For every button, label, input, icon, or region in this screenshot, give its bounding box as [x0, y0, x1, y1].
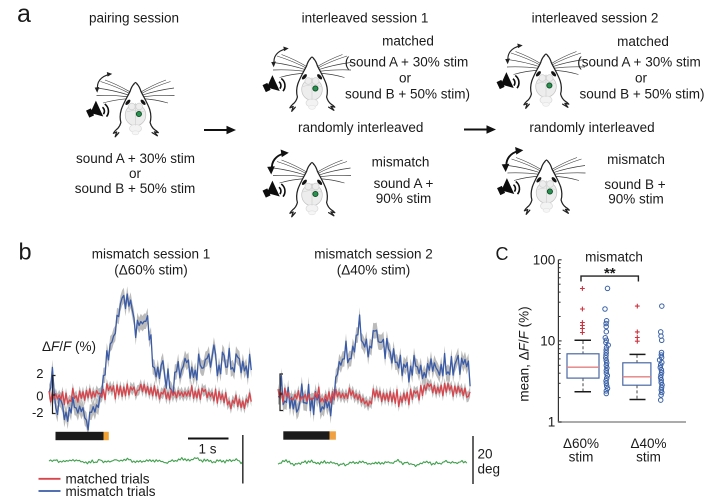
svg-text:20: 20	[478, 447, 493, 462]
svg-text:mismatch trials: mismatch trials	[66, 484, 156, 499]
svg-text:2: 2	[36, 366, 43, 381]
svg-text:ΔF/F (%): ΔF/F (%)	[42, 339, 96, 354]
svg-text:matched: matched	[382, 34, 434, 49]
svg-text:mismatch session 2: mismatch session 2	[314, 247, 433, 262]
svg-text:100: 100	[533, 252, 556, 267]
svg-text:(Δ40% stim): (Δ40% stim)	[337, 262, 411, 277]
svg-text:deg: deg	[478, 462, 501, 477]
svg-text:matched trials: matched trials	[66, 472, 150, 487]
svg-text:sound B + 50% stim: sound B + 50% stim	[75, 181, 195, 196]
svg-text:Δ60%: Δ60%	[563, 436, 599, 451]
svg-text:1 s: 1 s	[198, 442, 216, 457]
svg-text:sound B + 50% stim): sound B + 50% stim)	[580, 87, 705, 102]
svg-text:sound A + 30% stim: sound A + 30% stim	[76, 151, 195, 166]
svg-text:sound A +: sound A +	[374, 176, 434, 191]
svg-text:0: 0	[36, 388, 43, 403]
svg-text:b: b	[19, 239, 32, 265]
svg-text:randomly interleaved: randomly interleaved	[529, 120, 654, 135]
svg-text:mismatch: mismatch	[607, 152, 665, 167]
svg-text:**: **	[604, 265, 616, 282]
svg-text:Δ40%: Δ40%	[630, 436, 666, 451]
svg-text:stim: stim	[636, 450, 661, 465]
svg-text:mean, ΔF/F (%): mean, ΔF/F (%)	[517, 306, 532, 401]
svg-text:90% stim: 90% stim	[376, 191, 432, 206]
svg-text:mismatch: mismatch	[372, 155, 430, 170]
svg-text:90% stim: 90% stim	[608, 192, 664, 207]
svg-text:10: 10	[540, 334, 555, 349]
svg-text:C: C	[496, 244, 509, 264]
svg-text:mismatch: mismatch	[585, 250, 643, 265]
svg-text:1: 1	[548, 415, 556, 430]
svg-text:pairing session: pairing session	[89, 10, 179, 25]
svg-text:interleaved session 2: interleaved session 2	[532, 10, 659, 25]
svg-text:a: a	[17, 0, 31, 28]
svg-text:matched: matched	[617, 34, 669, 49]
svg-text:sound B + 50% stim): sound B + 50% stim)	[345, 87, 470, 102]
svg-text:or: or	[399, 71, 412, 86]
svg-text:sound B +: sound B +	[604, 177, 665, 192]
svg-text:or: or	[129, 166, 142, 181]
svg-text:(sound A + 30% stim: (sound A + 30% stim	[345, 55, 468, 70]
svg-text:randomly interleaved: randomly interleaved	[298, 120, 423, 135]
svg-text:(Δ60% stim): (Δ60% stim)	[114, 262, 188, 277]
svg-text:(sound A + 30% stim: (sound A + 30% stim	[577, 55, 700, 70]
svg-text:mismatch session 1: mismatch session 1	[92, 247, 211, 262]
svg-text:or: or	[635, 71, 648, 86]
svg-text:stim: stim	[569, 450, 594, 465]
svg-text:-2: -2	[32, 405, 44, 420]
svg-text:interleaved session 1: interleaved session 1	[302, 10, 429, 25]
